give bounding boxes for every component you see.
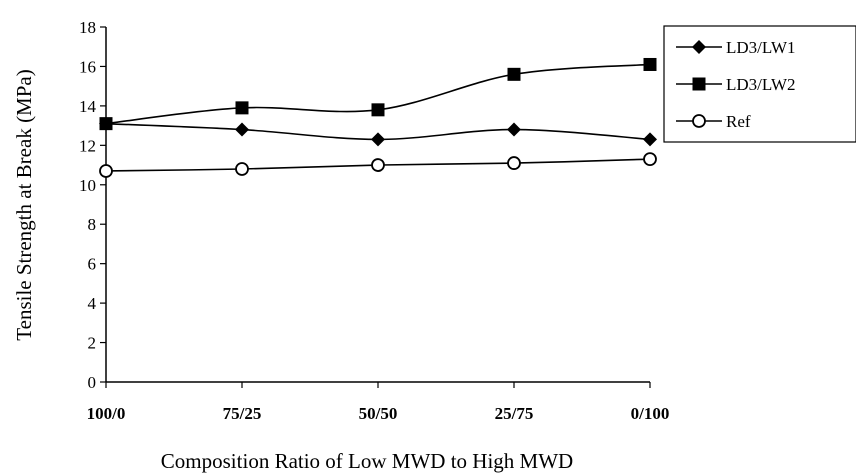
data-point-ref	[235, 162, 249, 176]
legend-label: Ref	[726, 112, 751, 131]
series-ld3-lw2	[99, 57, 657, 131]
legend-entry: LD3/LW1	[676, 38, 796, 57]
y-tick-label: 8	[88, 215, 97, 234]
data-point-ld3-lw1	[371, 132, 385, 147]
legend-marker	[692, 40, 706, 54]
y-tick-label: 6	[88, 255, 97, 274]
axes: 0 2 4 6 8 10 12 14 16 18 100/0 75/25 50/50 25/75 0/100	[79, 18, 669, 423]
legend-marker	[692, 77, 706, 91]
legend-entry: LD3/LW2	[676, 75, 796, 94]
legend: LD3/LW1 LD3/LW2 Ref	[663, 25, 856, 143]
x-tick-label: 25/75	[495, 404, 534, 423]
series-ld3-lw1	[99, 116, 657, 147]
legend-entry: Ref	[676, 112, 751, 131]
legend-label: LD3/LW2	[726, 75, 796, 94]
legend-label: LD3/LW1	[726, 38, 796, 57]
x-tick-label: 100/0	[87, 404, 126, 423]
x-tick-label: 75/25	[223, 404, 262, 423]
data-point-ld3-lw2	[371, 103, 385, 117]
y-tick-label: 18	[79, 18, 96, 37]
y-tick-label: 12	[79, 136, 96, 155]
legend-marker	[692, 114, 706, 128]
x-tick-label: 0/100	[631, 404, 670, 423]
y-tick-label: 0	[88, 373, 97, 392]
data-point-ref	[371, 158, 385, 172]
data-point-ld3-lw2	[643, 57, 657, 71]
data-point-ld3-lw1	[235, 122, 249, 137]
y-tick-label: 2	[88, 334, 97, 353]
y-tick-label: 4	[88, 294, 97, 313]
y-tick-label: 10	[79, 176, 96, 195]
data-point-ref	[507, 156, 521, 170]
series-layer	[99, 57, 657, 178]
data-point-ref	[99, 164, 113, 178]
data-point-ld3-lw1	[507, 122, 521, 137]
y-axis-title: Tensile Strength at Break (MPa)	[12, 69, 36, 340]
data-point-ld3-lw2	[235, 101, 249, 115]
x-axis-title: Composition Ratio of Low MWD to High MWD	[161, 449, 573, 473]
y-tick-label: 14	[79, 97, 97, 116]
x-tick-label: 50/50	[359, 404, 398, 423]
data-point-ld3-lw2	[99, 117, 113, 131]
y-tick-label: 16	[79, 57, 96, 76]
data-point-ref	[643, 152, 657, 167]
data-point-ld3-lw2	[507, 67, 521, 81]
series-ref	[99, 152, 657, 178]
data-point-ld3-lw1	[643, 132, 657, 147]
